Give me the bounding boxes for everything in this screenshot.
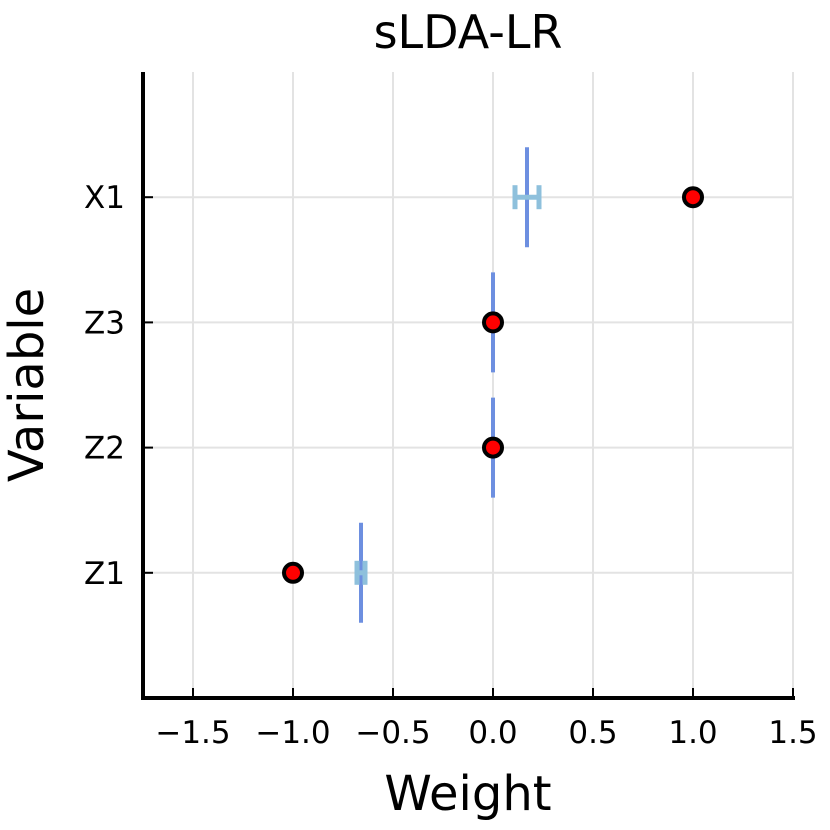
points: [282, 186, 704, 584]
x-tick-label-4: 0.5: [568, 715, 617, 751]
x-tick-label-2: −0.5: [355, 715, 430, 751]
y-tick-label-x1: X1: [84, 180, 125, 216]
axes: [141, 72, 795, 700]
x-tick-label-5: 1.0: [668, 715, 717, 751]
y-tick-label-z1: Z1: [84, 556, 125, 592]
y-axis-label: Variable: [0, 288, 55, 482]
chart-title: sLDA-LR: [374, 5, 563, 59]
x-ticks: −1.5 −1.0 −0.5 0.0 0.5 1.0 1.5: [155, 688, 818, 751]
y-ticks: Z1 Z2 Z3 X1: [84, 180, 153, 592]
x-tick-label-1: −1.0: [255, 715, 330, 751]
grid: [143, 72, 794, 698]
x-tick-label-3: 0.0: [468, 715, 517, 751]
point-z1: [282, 561, 304, 584]
point-z3: [482, 311, 504, 334]
intervals: [354, 147, 542, 623]
x-tick-label-0: −1.5: [155, 715, 230, 751]
y-tick-label-z2: Z2: [84, 431, 125, 467]
y-tick-label-z3: Z3: [84, 305, 125, 341]
x-axis-label: Weight: [384, 766, 551, 822]
point-x1: [682, 186, 704, 209]
point-z2: [482, 436, 504, 459]
x-tick-label-6: 1.5: [768, 715, 817, 751]
